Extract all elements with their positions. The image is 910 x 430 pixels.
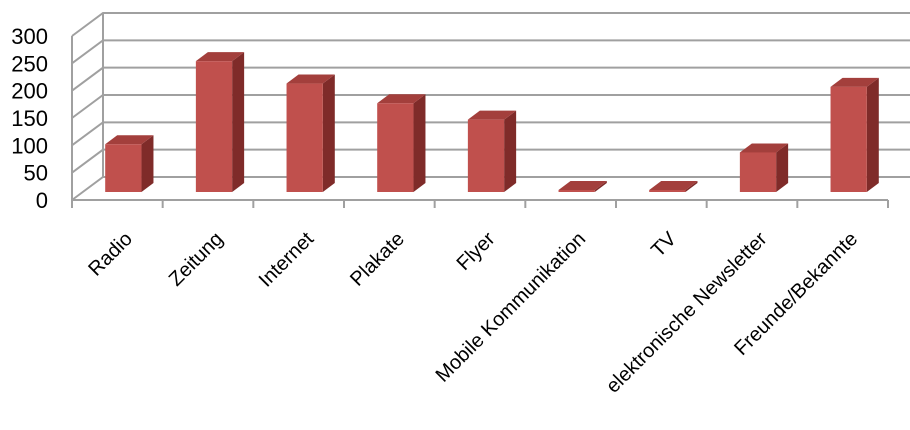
- bar: [195, 52, 245, 192]
- bar: [558, 181, 607, 192]
- x-category-label: Internet: [255, 228, 319, 292]
- y-tick-label: 300: [11, 24, 48, 49]
- bar-front: [649, 190, 686, 192]
- bar-top: [467, 110, 517, 120]
- x-category-label: Zeitung: [165, 228, 228, 291]
- bar-front: [195, 61, 233, 192]
- bar-side: [504, 110, 517, 192]
- bar-front: [830, 86, 867, 192]
- bar-top: [739, 143, 789, 153]
- bar-front: [377, 103, 414, 192]
- bar-top: [830, 77, 879, 87]
- bar: [830, 77, 879, 192]
- bar: [286, 74, 335, 192]
- y-tick-label: 100: [11, 133, 48, 158]
- y-tick-label: 250: [11, 51, 48, 76]
- axes: [71, 36, 889, 208]
- bar-front: [558, 190, 595, 192]
- bar: [377, 94, 426, 192]
- y-tick-label: 0: [36, 188, 48, 213]
- x-category-label: Radio: [84, 228, 137, 281]
- bar: [467, 110, 517, 192]
- bar-top: [377, 94, 426, 104]
- grid: [71, 12, 910, 201]
- bar-side: [322, 74, 335, 192]
- y-tick-label: 150: [11, 106, 48, 131]
- bars: [105, 52, 879, 192]
- x-category-label: elektronische Newsletter: [602, 228, 772, 398]
- bar-side: [141, 135, 154, 192]
- bar-side: [685, 181, 698, 192]
- bar: [105, 135, 154, 192]
- x-category-label: Plakate: [346, 228, 409, 291]
- bar: [739, 143, 789, 192]
- bar-front: [105, 144, 142, 192]
- bar-side: [232, 52, 245, 192]
- bar-side: [776, 143, 789, 192]
- x-category-label: TV: [647, 228, 681, 262]
- gridline: [71, 12, 910, 37]
- bar-top: [286, 74, 335, 84]
- bar: [649, 181, 698, 192]
- x-category-label: Flyer: [453, 228, 500, 275]
- bar-side: [866, 77, 879, 192]
- bar-top: [105, 135, 154, 145]
- bar-side: [413, 94, 426, 192]
- bar-top: [195, 52, 245, 62]
- y-tick-label: 200: [11, 79, 48, 104]
- bar-top: [649, 181, 698, 190]
- bar-side: [594, 181, 607, 192]
- x-category-label: Mobile Kommunikation: [432, 228, 591, 387]
- bar-front: [739, 152, 777, 192]
- y-tick-label: 50: [24, 161, 48, 186]
- bar-front: [286, 83, 323, 192]
- bar-top: [558, 181, 607, 190]
- bar-front: [467, 119, 505, 192]
